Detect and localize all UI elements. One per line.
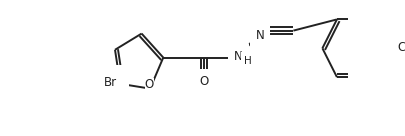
- Text: N: N: [255, 29, 264, 42]
- Text: O: O: [144, 78, 153, 91]
- Text: Cl: Cl: [396, 41, 405, 54]
- Text: Br: Br: [103, 76, 117, 89]
- Text: O: O: [199, 75, 209, 88]
- Text: N: N: [233, 50, 242, 63]
- Text: H: H: [244, 55, 252, 66]
